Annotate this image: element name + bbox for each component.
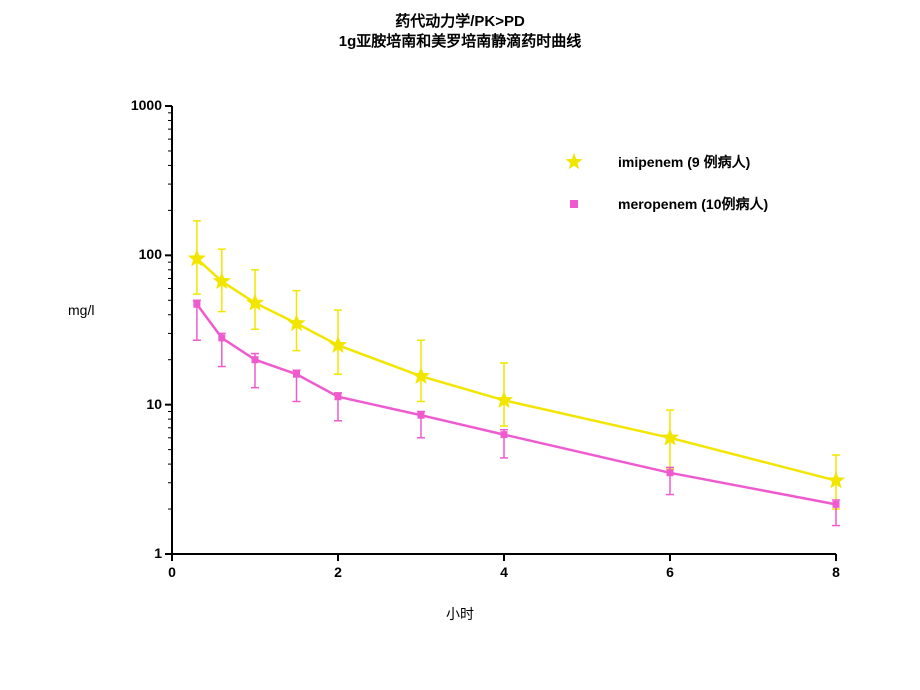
x-axis-label: 小时 — [0, 604, 920, 624]
chart-page: 药代动力学/PK>PD 1g亚胺培南和美罗培南静滴药时曲线 1101001000… — [0, 0, 920, 690]
y-tick-label: 100 — [102, 246, 162, 262]
legend-item: meropenem (10例病人) — [560, 192, 768, 216]
y-tick-label: 10 — [102, 396, 162, 412]
star-icon — [560, 152, 588, 172]
legend-label: imipenem (9 例病人) — [618, 152, 750, 172]
legend-item: imipenem (9 例病人) — [560, 150, 768, 174]
x-tick-label: 6 — [655, 564, 685, 580]
x-tick-label: 0 — [157, 564, 187, 580]
y-axis-label: mg/l — [68, 302, 94, 318]
legend-label: meropenem (10例病人) — [618, 194, 768, 214]
x-tick-label: 2 — [323, 564, 353, 580]
legend: imipenem (9 例病人) meropenem (10例病人) — [560, 150, 768, 234]
x-tick-label: 4 — [489, 564, 519, 580]
square-icon — [560, 194, 588, 214]
y-tick-label: 1 — [102, 545, 162, 561]
x-tick-label: 8 — [821, 564, 851, 580]
y-tick-label: 1000 — [102, 97, 162, 113]
